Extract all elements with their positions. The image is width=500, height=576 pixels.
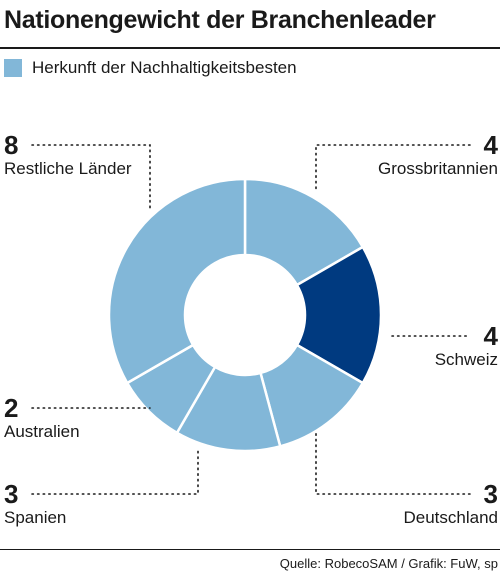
leader-line-grossbritannien xyxy=(315,144,471,193)
legend-swatch xyxy=(4,59,22,77)
category-label-spanien: Spanien xyxy=(4,508,66,527)
chart-title: Nationengewicht der Branchenleader xyxy=(4,6,436,34)
category-label-restliche-laender: Restliche Länder xyxy=(4,159,132,178)
title-rule xyxy=(0,47,500,49)
category-label-australien: Australien xyxy=(4,422,80,441)
value-label-grossbritannien: 4 xyxy=(484,130,499,160)
leader-line-restliche-laender xyxy=(31,144,151,209)
leader-line-deutschland xyxy=(315,431,471,495)
legend: Herkunft der Nachhaltigkeitsbesten xyxy=(4,56,297,80)
category-label-deutschland: Deutschland xyxy=(403,508,498,527)
value-label-spanien: 3 xyxy=(4,479,18,509)
leader-line-spanien xyxy=(31,447,199,495)
legend-label: Herkunft der Nachhaltigkeitsbesten xyxy=(32,58,297,77)
slice-schweiz xyxy=(295,245,383,385)
category-label-schweiz: Schweiz xyxy=(435,350,498,369)
value-label-australien: 2 xyxy=(4,393,18,423)
category-label-grossbritannien: Grossbritannien xyxy=(378,159,498,178)
value-label-restliche-laender: 8 xyxy=(4,130,18,160)
footer-rule xyxy=(0,549,500,550)
slice-restliche-laender xyxy=(107,177,247,385)
source-note: Quelle: RobecoSAM / Grafik: FuW, sp xyxy=(279,556,498,571)
slice-grossbritannien xyxy=(243,177,365,287)
value-label-schweiz: 4 xyxy=(484,321,499,351)
value-label-deutschland: 3 xyxy=(484,479,498,509)
